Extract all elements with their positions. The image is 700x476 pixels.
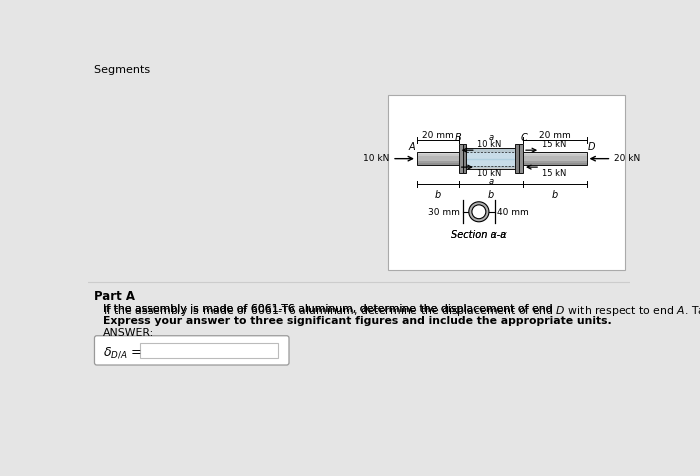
- Text: Section α-α: Section α-α: [451, 230, 507, 240]
- Text: a: a: [489, 133, 493, 142]
- Text: C: C: [521, 133, 527, 143]
- Text: ANSWER:: ANSWER:: [103, 327, 154, 337]
- Text: Section a-a: Section a-a: [452, 230, 506, 240]
- Bar: [140, 343, 278, 358]
- Bar: [523, 153, 587, 155]
- Bar: [519, 145, 523, 174]
- Text: A: A: [409, 142, 415, 152]
- Text: 20 kN: 20 kN: [614, 153, 640, 162]
- Bar: [515, 145, 519, 174]
- Bar: [463, 149, 519, 150]
- Bar: [417, 153, 463, 155]
- Bar: [417, 164, 463, 166]
- Bar: [458, 145, 463, 174]
- Bar: [463, 150, 519, 152]
- Bar: [417, 157, 463, 162]
- Text: b: b: [552, 189, 558, 199]
- Text: 10 kN: 10 kN: [477, 169, 502, 178]
- Bar: [523, 155, 587, 157]
- Bar: [389, 96, 624, 271]
- Text: Segments: Segments: [94, 65, 153, 75]
- Bar: [463, 166, 519, 169]
- Bar: [463, 145, 466, 174]
- Bar: [417, 162, 463, 164]
- Text: If the assembly is made of 6061-T6 aluminum, determine the displacement of end: If the assembly is made of 6061-T6 alumi…: [103, 303, 556, 313]
- Text: b: b: [435, 189, 441, 199]
- Text: 10 kN: 10 kN: [363, 153, 390, 162]
- Bar: [463, 152, 519, 166]
- Bar: [523, 157, 587, 162]
- Text: If the assembly is made of 6061-T6 aluminum, determine the displacement of end: If the assembly is made of 6061-T6 alumi…: [103, 303, 556, 313]
- Circle shape: [469, 202, 489, 222]
- Text: B: B: [454, 133, 461, 143]
- Text: 20 mm: 20 mm: [422, 130, 454, 139]
- Bar: [523, 164, 587, 166]
- Text: 30 mm: 30 mm: [428, 208, 461, 217]
- Text: 10 kN: 10 kN: [477, 139, 502, 149]
- Text: b: b: [488, 189, 494, 199]
- Text: 40 mm: 40 mm: [498, 208, 529, 217]
- Circle shape: [472, 206, 486, 219]
- Bar: [463, 169, 519, 170]
- Text: D: D: [588, 142, 596, 152]
- Text: Express your answer to three significant figures and include the appropriate uni: Express your answer to three significant…: [103, 315, 612, 325]
- Text: $\delta_{D/A}$ =: $\delta_{D/A}$ =: [103, 345, 142, 359]
- Text: 15 kN: 15 kN: [542, 169, 566, 178]
- Text: a: a: [489, 176, 493, 185]
- Bar: [417, 153, 463, 166]
- Bar: [523, 153, 587, 166]
- Bar: [463, 149, 519, 170]
- FancyBboxPatch shape: [94, 336, 289, 365]
- Text: If the assembly is made of 6061-T6 aluminum, determine the displacement of end $: If the assembly is made of 6061-T6 alumi…: [103, 303, 700, 317]
- Bar: [417, 155, 463, 157]
- Text: 20 mm: 20 mm: [539, 130, 570, 139]
- Text: 15 kN: 15 kN: [542, 139, 566, 149]
- Bar: [523, 162, 587, 164]
- Text: Part A: Part A: [94, 289, 134, 302]
